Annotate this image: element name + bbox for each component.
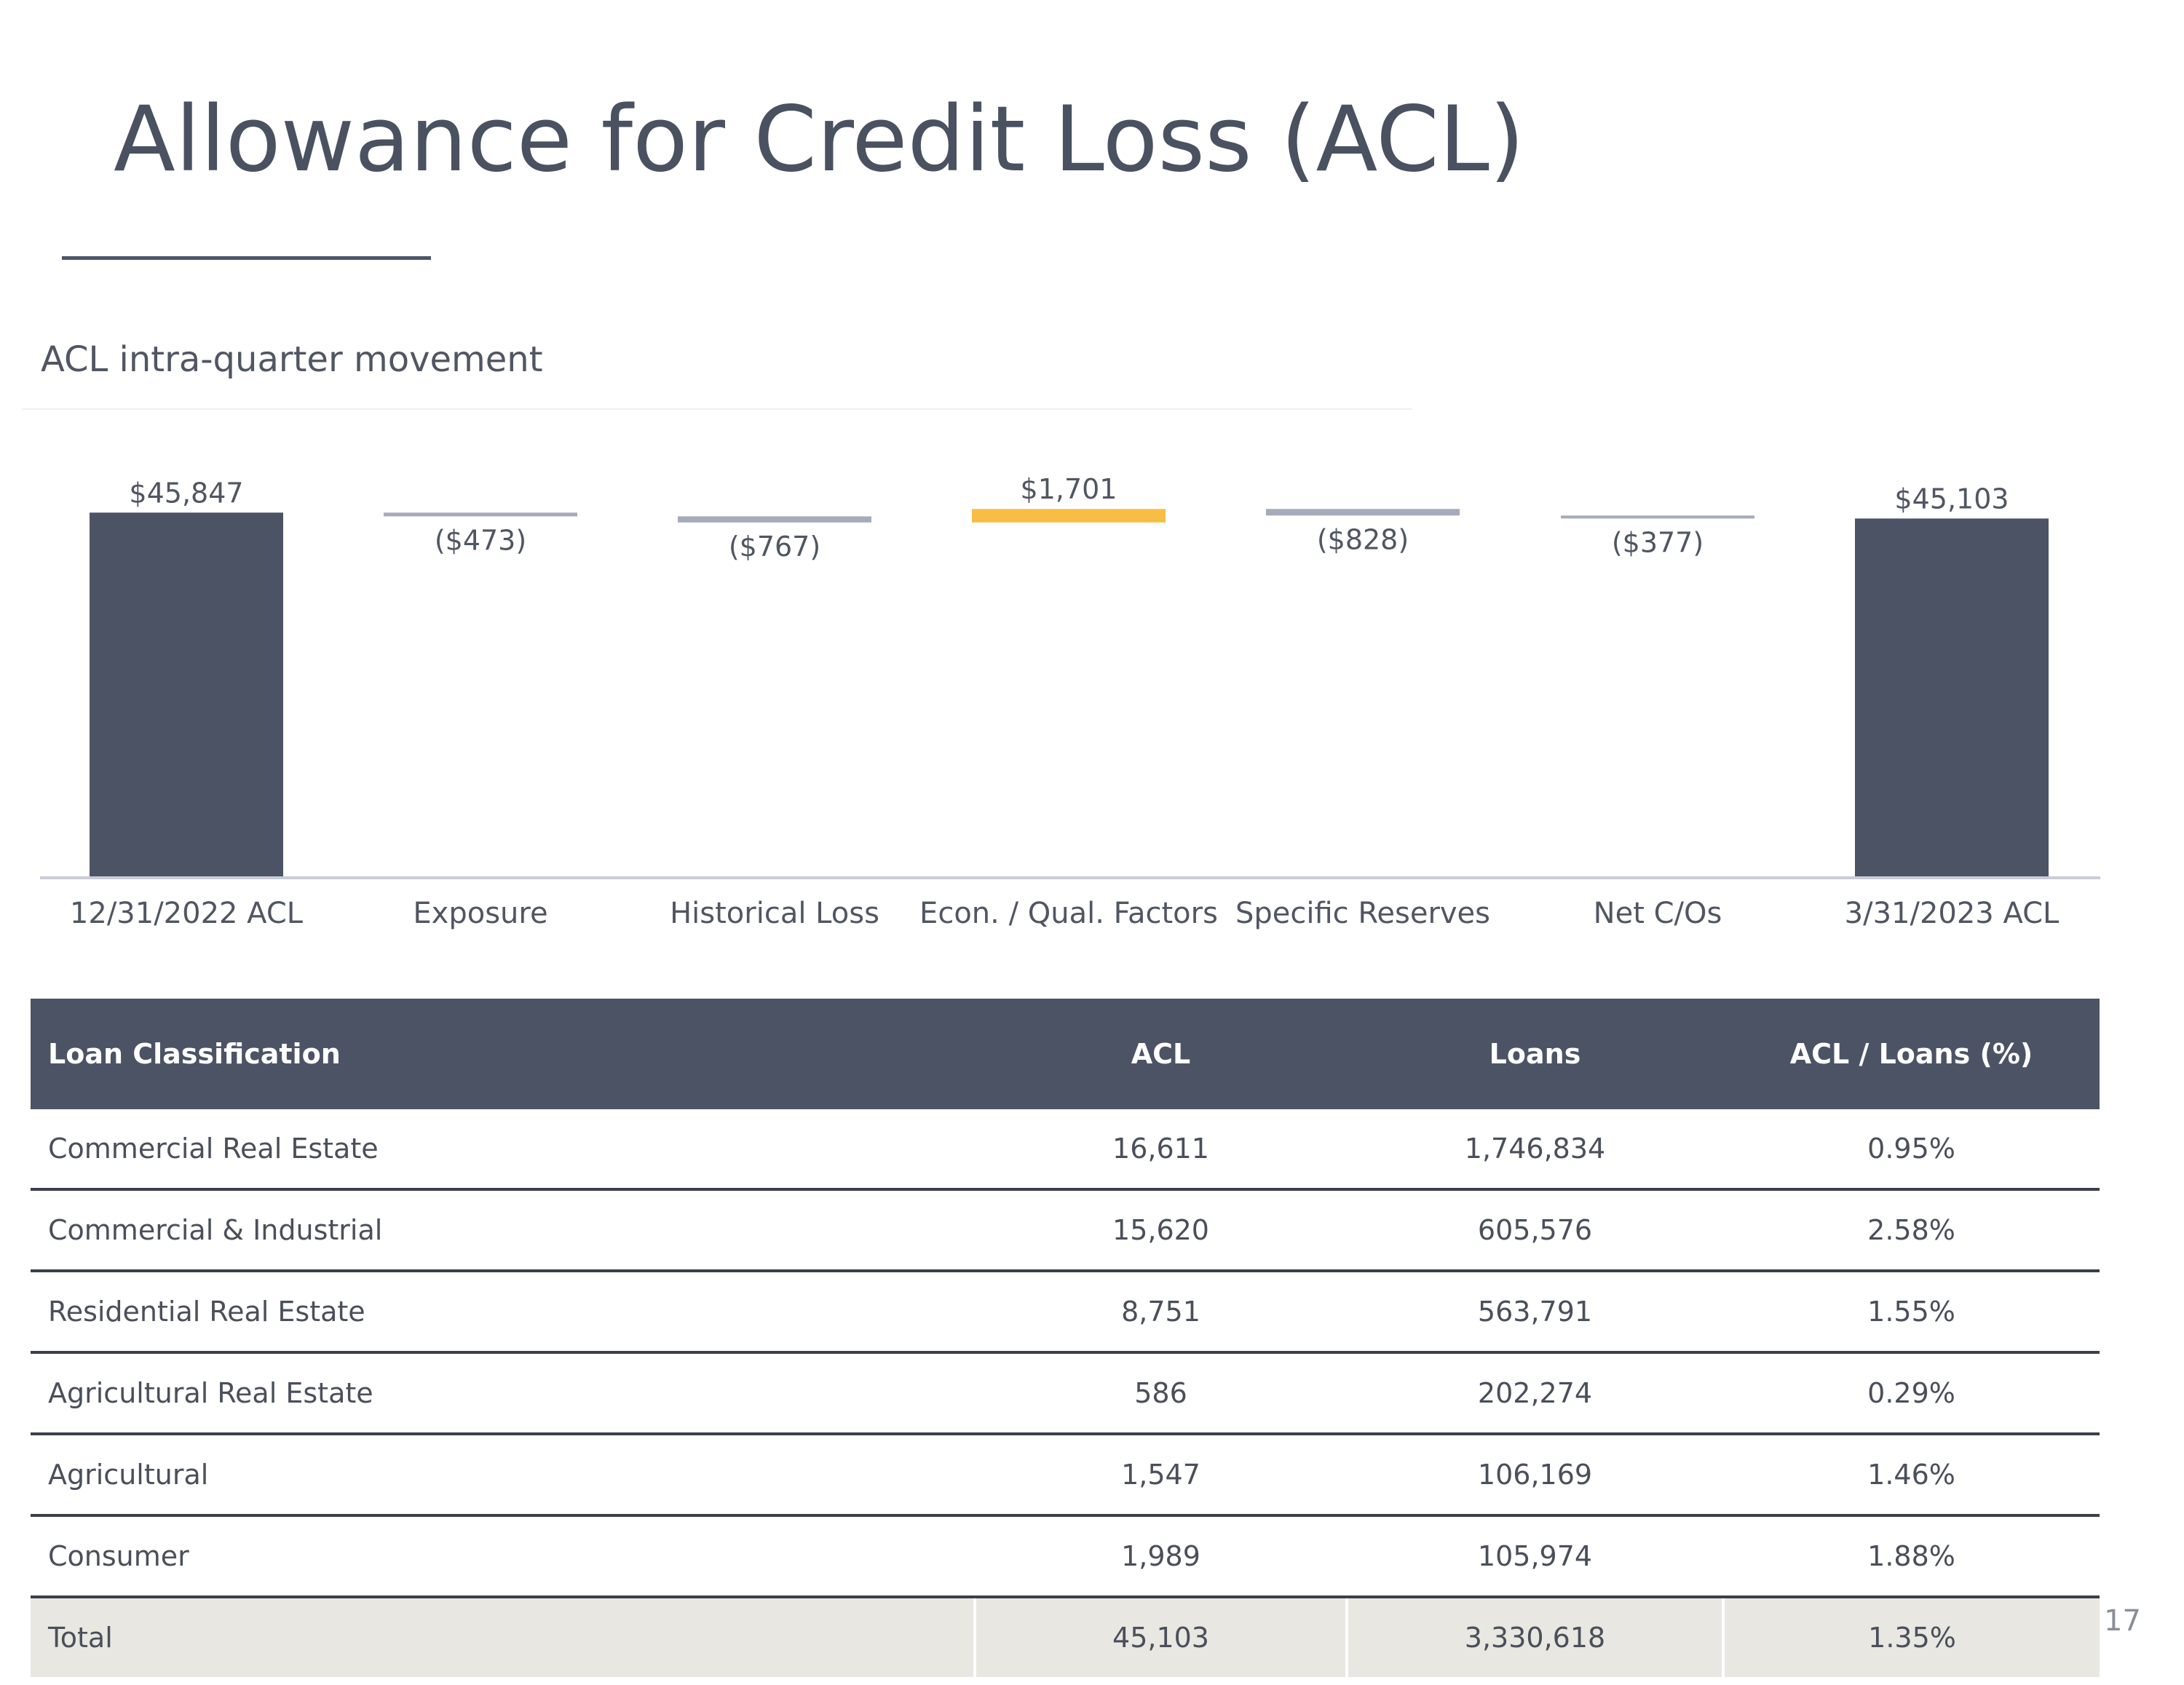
category-label-3-31-2023-acl: 3/31/2023 ACL (1845, 897, 2060, 930)
data-label-specific-reserves: ($828) (1317, 523, 1409, 555)
data-label-12-31-2022-acl: $45,847 (129, 477, 243, 509)
total-label: Total (31, 1597, 975, 1677)
row-loans: 106,169 (1347, 1434, 1723, 1517)
bar-net-c-os (1561, 515, 1754, 519)
header-acl: ACL (975, 999, 1347, 1109)
row-ratio: 1.46% (1723, 1434, 2100, 1517)
chart-subtitle: ACL intra-quarter movement (41, 339, 543, 380)
row-classification: Agricultural Real Estate (31, 1352, 975, 1435)
header-acl-loans-pct: ACL / Loans (%) (1723, 999, 2100, 1109)
table-row: Commercial & Industrial 15,620 605,576 2… (31, 1189, 2100, 1272)
row-ratio: 1.88% (1723, 1515, 2100, 1598)
row-loans: 605,576 (1347, 1189, 1723, 1272)
bar-econ-qual-factors (972, 509, 1166, 523)
category-label-12-31-2022-acl: 12/31/2022 ACL (70, 897, 304, 930)
category-label-specific-reserves: Specific Reserves (1235, 897, 1490, 930)
total-acl: 45,103 (973, 1597, 1347, 1677)
row-ratio: 1.55% (1723, 1271, 2100, 1354)
header-loans: Loans (1347, 999, 1723, 1109)
row-classification: Residential Real Estate (31, 1271, 975, 1354)
row-acl: 586 (975, 1352, 1347, 1435)
bar-12-31-2022-acl (90, 512, 283, 876)
bar-specific-reserves (1266, 509, 1460, 516)
row-acl: 1,989 (975, 1515, 1347, 1598)
row-ratio: 0.95% (1723, 1109, 2100, 1191)
acl-table: Loan Classification ACL Loans ACL / Loan… (31, 999, 2100, 1677)
row-acl: 15,620 (975, 1189, 1347, 1272)
header-loan-classification: Loan Classification (31, 999, 975, 1109)
row-acl: 8,751 (975, 1271, 1347, 1354)
row-ratio: 0.29% (1723, 1352, 2100, 1435)
title-underline (62, 256, 431, 260)
total-ratio: 1.35% (1722, 1597, 2100, 1677)
row-acl: 1,547 (975, 1434, 1347, 1517)
row-loans: 202,274 (1347, 1352, 1723, 1435)
data-label-exposure: ($473) (435, 524, 526, 556)
row-loans: 1,746,834 (1347, 1109, 1723, 1191)
waterfall-chart: $45,847 12/31/2022 ACL ($473) Exposure ($767… (40, 473, 2100, 930)
data-label-net-c-os: ($377) (1612, 526, 1704, 558)
subtitle-divider (22, 408, 1412, 410)
bar-3-31-2023-acl (1855, 518, 2049, 876)
table-total-row: Total 45,103 3,330,618 1.35% (31, 1597, 2100, 1677)
row-classification: Commercial Real Estate (31, 1109, 975, 1191)
table-header-row: Loan Classification ACL Loans ACL / Loan… (31, 999, 2100, 1109)
data-label-historical-loss: ($767) (729, 531, 820, 563)
row-classification: Consumer (31, 1515, 975, 1598)
table-row: Agricultural 1,547 106,169 1.46% (31, 1434, 2100, 1517)
row-loans: 105,974 (1347, 1515, 1723, 1598)
total-loans: 3,330,618 (1345, 1597, 1723, 1677)
category-label-historical-loss: Historical Loss (670, 897, 879, 930)
page-title: Allowance for Credit Loss (ACL) (114, 87, 1525, 192)
data-label-econ-qual-factors: $1,701 (1021, 473, 1117, 505)
table-row: Agricultural Real Estate 586 202,274 0.2… (31, 1352, 2100, 1435)
data-label-3-31-2023-acl: $45,103 (1894, 483, 2009, 515)
bar-exposure (384, 512, 577, 517)
row-classification: Agricultural (31, 1434, 975, 1517)
category-label-econ-qual-factors: Econ. / Qual. Factors (919, 897, 1218, 930)
row-acl: 16,611 (975, 1109, 1347, 1191)
category-label-exposure: Exposure (413, 897, 547, 930)
table-row: Commercial Real Estate 16,611 1,746,834 … (31, 1109, 2100, 1191)
table-row: Consumer 1,989 105,974 1.88% (31, 1515, 2100, 1598)
row-ratio: 2.58% (1723, 1189, 2100, 1272)
row-loans: 563,791 (1347, 1271, 1723, 1354)
page-number: 17 (2104, 1604, 2141, 1638)
bar-historical-loss (678, 516, 871, 523)
table-row: Residential Real Estate 8,751 563,791 1.… (31, 1271, 2100, 1354)
category-label-net-c-os: Net C/Os (1594, 897, 1722, 930)
row-classification: Commercial & Industrial (31, 1189, 975, 1272)
